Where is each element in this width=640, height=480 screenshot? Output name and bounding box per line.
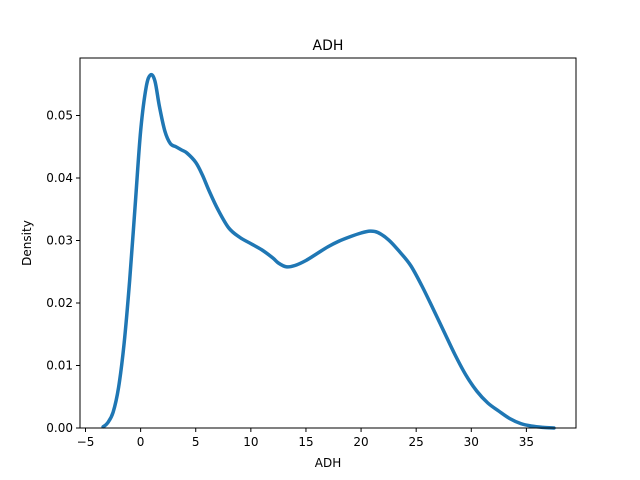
y-axis-label: Density	[20, 220, 34, 266]
y-tick-label: 0.04	[46, 171, 73, 185]
x-axis: −5 0 5 10 15 20 25 30 35	[77, 428, 534, 449]
x-tick-label: 15	[298, 435, 313, 449]
x-tick-label: 0	[137, 435, 145, 449]
y-tick-label: 0.05	[46, 109, 73, 123]
y-tick-label: 0.01	[46, 359, 73, 373]
x-tick-label: 35	[519, 435, 534, 449]
x-tick-label: 10	[243, 435, 258, 449]
x-axis-label: ADH	[315, 456, 341, 470]
x-tick-label: 25	[409, 435, 424, 449]
x-tick-label: 30	[464, 435, 479, 449]
density-curve-0	[101, 72, 556, 430]
plot-area	[101, 72, 556, 430]
x-tick-label: 5	[192, 435, 200, 449]
x-tick-label: −5	[77, 435, 95, 449]
y-axis: 0.00 0.01 0.02 0.03 0.04 0.05	[46, 109, 80, 435]
y-tick-label: 0.03	[46, 234, 73, 248]
axes-frame	[79, 57, 577, 429]
y-tick-label: 0.02	[46, 296, 73, 310]
x-tick-label: 20	[353, 435, 368, 449]
y-tick-label: 0.00	[46, 421, 73, 435]
chart-title: ADH	[313, 38, 344, 54]
